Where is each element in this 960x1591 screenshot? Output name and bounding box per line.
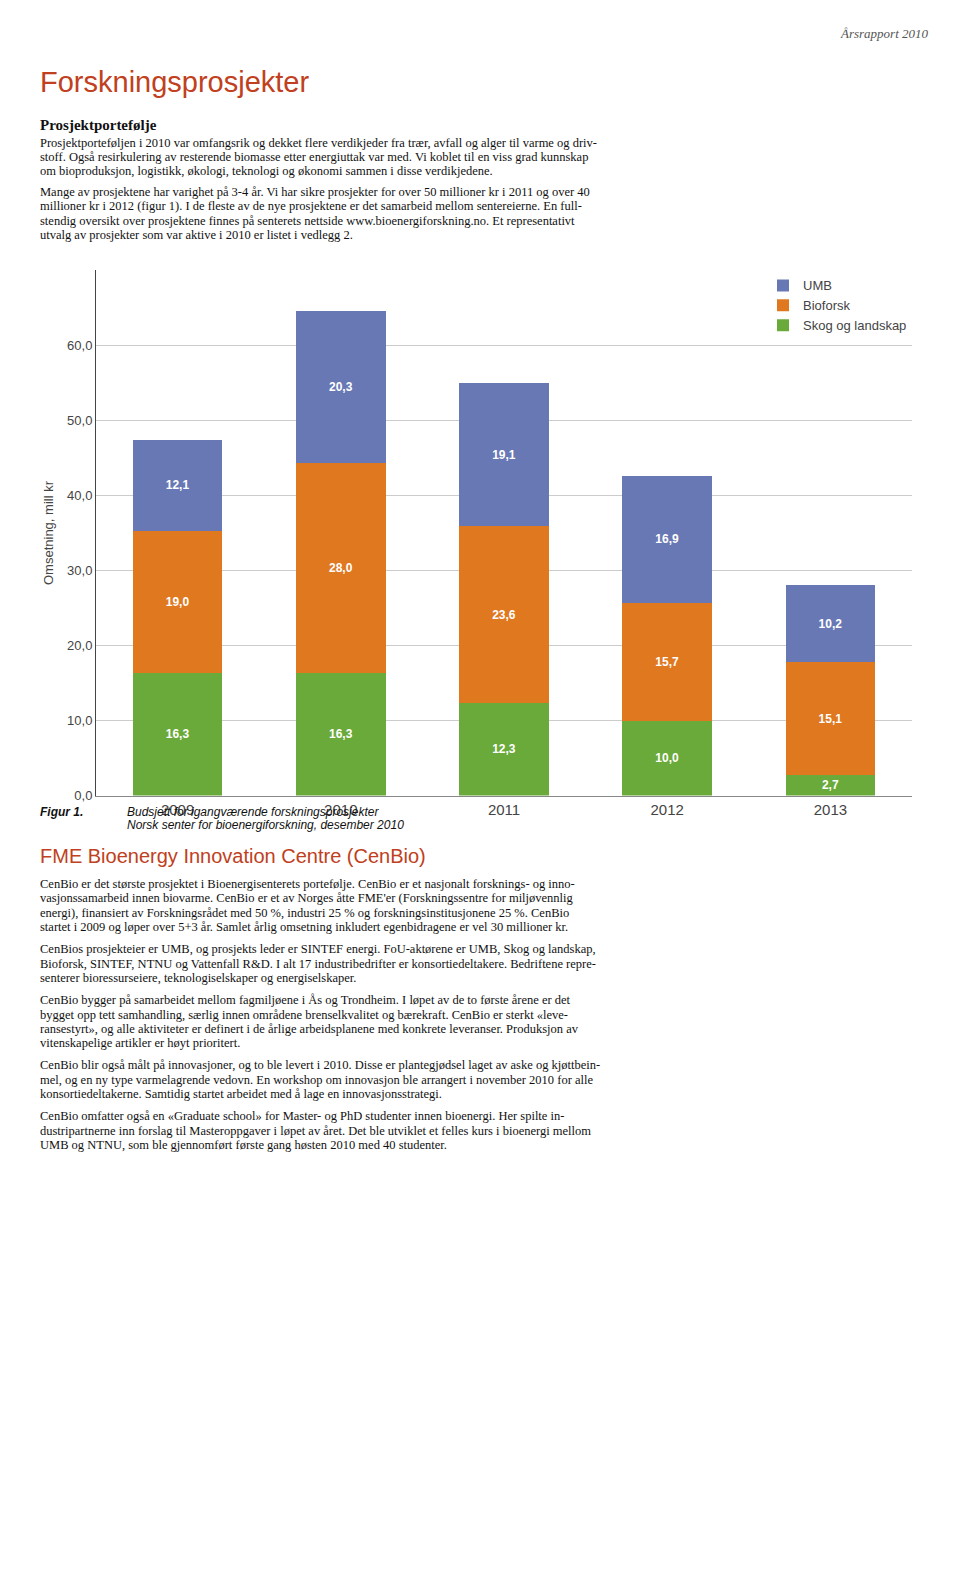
svg-text:Bioforsk, SINTEF, NTNU og Vatt: Bioforsk, SINTEF, NTNU og Vattenfall R&D… <box>40 957 596 971</box>
svg-text:60,0: 60,0 <box>67 338 92 353</box>
svg-text:2009: 2009 <box>161 801 194 818</box>
svg-text:UMB og NTNU, som ble gjennomfø: UMB og NTNU, som ble gjennomført første … <box>40 1138 447 1152</box>
svg-text:Bioforsk: Bioforsk <box>803 298 850 313</box>
svg-text:dustripartnerne inn forslag ti: dustripartnerne inn forslag til Masterop… <box>40 1124 591 1138</box>
svg-text:15,7: 15,7 <box>655 655 679 669</box>
svg-text:10,2: 10,2 <box>819 617 843 631</box>
svg-text:2013: 2013 <box>814 801 847 818</box>
svg-text:Mange av prosjektene har varig: Mange av prosjektene har varighet på 3-4… <box>40 185 590 199</box>
svg-text:CenBios prosjekteier er UMB, o: CenBios prosjekteier er UMB, og prosjekt… <box>40 942 596 956</box>
svg-text:CenBio er det største prosjekt: CenBio er det største prosjektet i Bioen… <box>40 877 575 891</box>
svg-text:16,3: 16,3 <box>329 727 353 741</box>
svg-text:vasjonssamarbeid innen biovarm: vasjonssamarbeid innen biovarme. CenBio … <box>40 891 574 905</box>
svg-text:2010: 2010 <box>324 801 357 818</box>
svg-text:senterer bioressurseiere, tekn: senterer bioressurseiere, teknologiselsk… <box>40 971 356 985</box>
svg-text:ransestyrt», og alle aktivitet: ransestyrt», og alle aktiviteter er defi… <box>40 1022 579 1036</box>
svg-text:2,7: 2,7 <box>822 778 839 792</box>
svg-text:Årsrapport 2010: Årsrapport 2010 <box>840 26 929 41</box>
svg-text:20,3: 20,3 <box>329 380 353 394</box>
svg-text:Forskningsprosjekter: Forskningsprosjekter <box>40 66 309 98</box>
svg-text:konsortiedeltakerne. Samtidig: konsortiedeltakerne. Samtidig startet ar… <box>40 1087 442 1101</box>
svg-text:20,0: 20,0 <box>67 638 92 653</box>
svg-text:2011: 2011 <box>488 801 520 818</box>
svg-text:19,0: 19,0 <box>166 595 190 609</box>
svg-text:CenBio omfatter også en «Gradu: CenBio omfatter også en «Graduate school… <box>40 1109 564 1123</box>
svg-text:stoff. Også resirkulering av r: stoff. Også resirkulering av resterende … <box>40 150 588 164</box>
svg-text:FME Bioenergy Innovation Centr: FME Bioenergy Innovation Centre (CenBio) <box>40 845 426 867</box>
svg-text:19,1: 19,1 <box>492 448 516 462</box>
svg-text:vitenskapelige artikler er høy: vitenskapelige artikler er høyt priorite… <box>40 1036 240 1050</box>
svg-text:Omsetning, mill kr: Omsetning, mill kr <box>41 480 56 585</box>
svg-text:om bioproduksjon, logistikk, ø: om bioproduksjon, logistikk, økologi, te… <box>40 164 493 178</box>
svg-text:50,0: 50,0 <box>67 413 92 428</box>
svg-text:startet i 2009 og løper over 5: startet i 2009 og løper over 5+3 år. Sam… <box>40 920 568 934</box>
svg-text:UMB: UMB <box>803 278 832 293</box>
svg-text:bygget opp tett samhandling, s: bygget opp tett samhandling, særlig inne… <box>40 1008 568 1022</box>
svg-text:Norsk senter for bioenergifors: Norsk senter for bioenergiforskning, des… <box>127 818 404 832</box>
svg-text:12,3: 12,3 <box>492 742 516 756</box>
svg-text:16,3: 16,3 <box>166 727 190 741</box>
svg-text:10,0: 10,0 <box>655 751 679 765</box>
svg-text:12,1: 12,1 <box>166 478 190 492</box>
svg-text:CenBio blir også målt på innov: CenBio blir også målt på innovasjoner, o… <box>40 1058 600 1072</box>
svg-text:millioner kr i 2012 (figur 1).: millioner kr i 2012 (figur 1). I de fles… <box>40 199 582 213</box>
svg-text:utvalg av prosjekter som var a: utvalg av prosjekter som var aktive i 20… <box>40 228 353 242</box>
svg-text:mel, og en ny type varmelagren: mel, og en ny type varmelagrende vedovn.… <box>40 1073 593 1087</box>
svg-text:15,1: 15,1 <box>819 712 843 726</box>
svg-text:Budsjett for igangværende fors: Budsjett for igangværende forskningspros… <box>127 805 379 819</box>
svg-text:40,0: 40,0 <box>67 488 92 503</box>
svg-text:10,0: 10,0 <box>67 713 92 728</box>
svg-text:Prosjektporteføljen i 2010 var: Prosjektporteføljen i 2010 var omfangsri… <box>40 136 597 150</box>
svg-text:16,9: 16,9 <box>655 532 679 546</box>
svg-text:30,0: 30,0 <box>67 563 92 578</box>
svg-text:CenBio bygger på samarbeidet m: CenBio bygger på samarbeidet mellom fagm… <box>40 993 571 1007</box>
svg-text:2012: 2012 <box>651 801 684 818</box>
svg-text:stendig oversikt over prosjekt: stendig oversikt over prosjektene finnes… <box>40 214 575 228</box>
svg-text:Figur 1.: Figur 1. <box>40 805 83 819</box>
svg-text:28,0: 28,0 <box>329 561 353 575</box>
svg-text:Skog og landskap: Skog og landskap <box>803 318 906 333</box>
svg-text:Prosjektportefølje: Prosjektportefølje <box>40 117 157 133</box>
svg-text:0,0: 0,0 <box>74 788 92 803</box>
svg-text:energi), finansiert av Forskni: energi), finansiert av Forskningsrådet m… <box>40 906 569 920</box>
svg-text:23,6: 23,6 <box>492 608 516 622</box>
